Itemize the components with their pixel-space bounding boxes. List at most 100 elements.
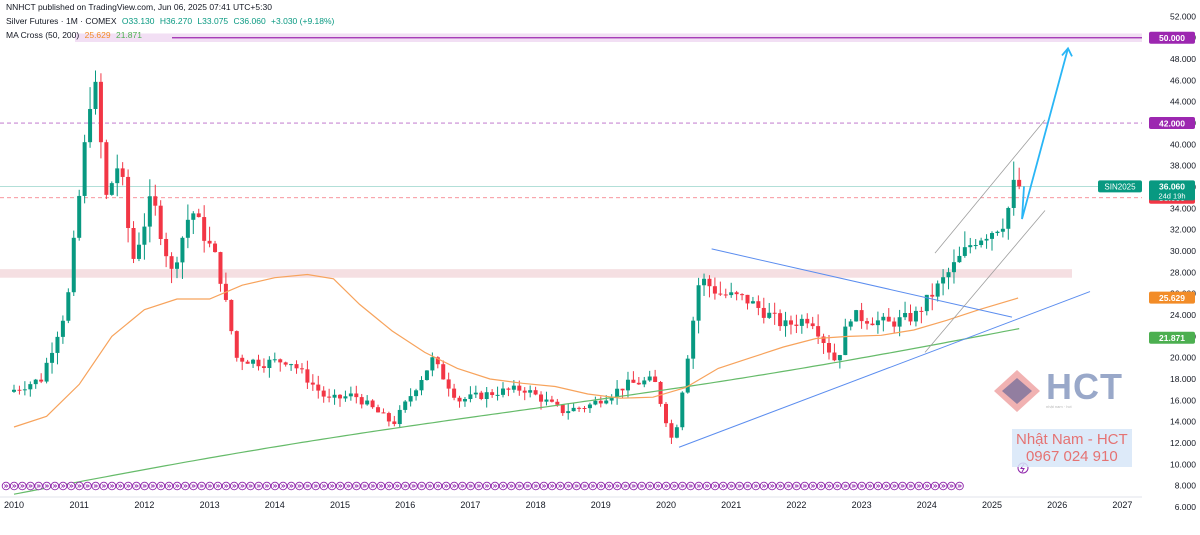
change-value: +3.030 (+9.18%)	[271, 16, 335, 26]
event-marker-glyph	[109, 484, 115, 488]
event-marker-glyph	[386, 484, 392, 488]
low-value: L33.075	[197, 16, 229, 26]
candle-body	[609, 396, 614, 401]
event-marker-glyph	[900, 484, 905, 488]
candle-body	[642, 380, 647, 385]
event-marker-glyph	[835, 484, 840, 488]
x-tick-label: 2026	[1047, 500, 1067, 510]
lower-trendline	[678, 291, 1091, 448]
event-marker-glyph	[395, 484, 400, 488]
candle-body	[903, 312, 908, 318]
candle-body	[348, 393, 353, 397]
candle-body	[957, 255, 962, 263]
event-marker-glyph	[85, 484, 90, 488]
candle-body	[131, 228, 136, 259]
candle-body	[778, 313, 783, 327]
candle-body	[696, 285, 701, 321]
event-marker-glyph	[607, 484, 612, 488]
candle-body	[729, 292, 734, 296]
candle-body	[359, 397, 364, 405]
candle-body	[702, 278, 707, 286]
x-tick-label: 2020	[656, 500, 676, 510]
event-marker-glyph	[549, 484, 555, 488]
candle-body	[213, 243, 218, 253]
candle-body	[452, 388, 457, 398]
candle-body	[816, 326, 821, 337]
symbol-name: Silver Futures · 1M · COMEX	[6, 16, 117, 26]
symbol-tag-bg	[1098, 180, 1142, 193]
hct-diamond-icon	[994, 370, 1040, 412]
candle-body	[1000, 228, 1005, 232]
level-42-tag: 42.000	[1159, 118, 1185, 128]
candle-body	[424, 370, 429, 381]
candle-body	[810, 323, 815, 327]
candle-body	[539, 394, 544, 402]
event-marker-glyph	[533, 484, 539, 488]
candle-body	[783, 320, 788, 327]
event-marker-glyph	[745, 484, 751, 488]
ma200-tag-bg	[1149, 331, 1195, 344]
candle-body	[843, 326, 848, 356]
last-price-tag-bg	[1149, 180, 1195, 201]
event-marker-glyph	[232, 484, 237, 488]
level-50-tag: 50.000	[1159, 33, 1185, 43]
candle-body	[28, 384, 33, 390]
candle-body	[935, 283, 940, 297]
candle-body	[115, 168, 120, 184]
candle-body	[71, 237, 76, 293]
x-tick-label: 2013	[200, 500, 220, 510]
event-marker-glyph	[818, 484, 824, 488]
candle-body	[468, 394, 473, 399]
event-marker-glyph	[704, 484, 710, 488]
contact-phone: 0967 024 910	[1025, 448, 1118, 465]
candle-body	[544, 399, 549, 402]
candle-body	[865, 321, 870, 324]
y-tick-label: 24.000	[1170, 310, 1196, 320]
candle-body	[354, 393, 359, 398]
candle-body	[837, 355, 842, 361]
event-marker-glyph	[884, 484, 889, 488]
ma-legend: MA Cross (50, 200) 25.629 21.871	[6, 30, 145, 40]
candle-body	[397, 409, 402, 425]
candle-body	[142, 226, 147, 245]
candle-body	[136, 244, 141, 259]
y-tick-label: 30.000	[1170, 246, 1196, 256]
candle-body	[506, 388, 511, 390]
candle-body	[794, 324, 799, 326]
y-tick-label: 34.000	[1170, 203, 1196, 213]
candle-body	[126, 176, 131, 229]
candle-body	[283, 362, 288, 365]
event-marker-glyph	[941, 484, 946, 488]
candle-body	[511, 385, 516, 390]
event-marker-glyph	[69, 484, 74, 488]
candle-body	[745, 294, 750, 304]
candle-body	[734, 292, 739, 295]
candle-body	[251, 359, 256, 364]
x-tick-label: 2024	[917, 500, 937, 510]
candle-body	[180, 237, 185, 263]
event-marker-glyph	[166, 484, 172, 488]
event-marker-glyph	[688, 484, 694, 488]
candle-body	[886, 316, 891, 322]
publish-info: NNHCT published on TradingView.com, Jun …	[6, 2, 272, 12]
candle-body	[571, 407, 576, 412]
high-value: H36.270	[159, 16, 193, 26]
channel-lower-line	[924, 210, 1046, 353]
event-marker-glyph	[737, 484, 742, 488]
y-tick-label: 8.000	[1175, 481, 1197, 491]
candle-body	[60, 320, 65, 337]
candle-body	[158, 205, 163, 239]
event-marker-glyph	[289, 484, 294, 488]
event-marker-glyph	[264, 484, 270, 488]
candle-body	[294, 364, 299, 369]
x-tick-label: 2022	[786, 500, 806, 510]
event-marker-glyph	[655, 484, 661, 488]
event-marker-glyph	[786, 484, 791, 488]
upper-trendline	[711, 248, 1013, 318]
candle-body	[772, 312, 777, 314]
x-tick-label: 2016	[395, 500, 415, 510]
candle-body	[979, 240, 984, 246]
event-marker-glyph	[52, 484, 58, 488]
candle-body	[33, 379, 38, 385]
